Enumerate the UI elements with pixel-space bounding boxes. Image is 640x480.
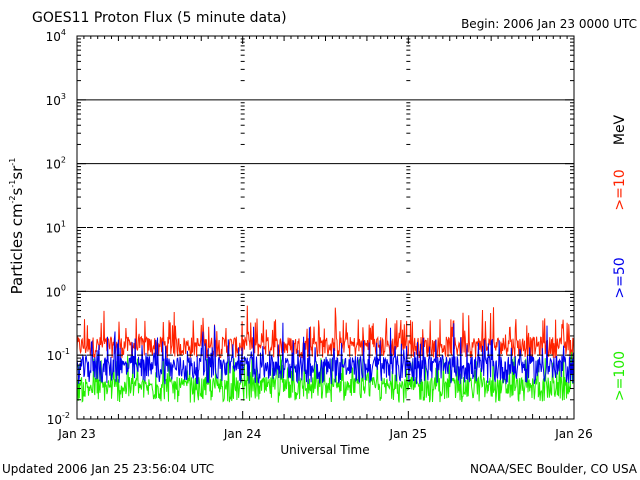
legend-ge50: >=50 [612,257,628,298]
y-axis-label: Particles cm-2s-1sr-1 [8,158,26,295]
y-tick-label: 103 [46,92,66,108]
x-tick-label: Jan 24 [223,427,262,441]
source-footer: NOAA/SEC Boulder, CO USA [470,462,638,476]
updated-footer: Updated 2006 Jan 25 23:56:04 UTC [2,462,214,476]
svg-text:>=100: >=100 [612,351,628,401]
y-tick-label: 10-2 [47,411,70,427]
legend-mev: MeV [612,114,628,145]
legend-ge10: >=10 [612,169,628,210]
y-tick-labels: 104 103 102 101 100 10-1 10-2 [46,28,574,427]
reference-lines [77,99,574,356]
y-tick-label: 100 [46,283,66,299]
legend-ge100: >=100 [612,351,628,401]
x-tick-label: Jan 23 [57,427,96,441]
y-tick-label: 102 [46,156,66,172]
svg-text:Particles cm-2s-1sr-1: Particles cm-2s-1sr-1 [8,158,26,295]
series-line [76,349,575,403]
series-line [76,322,575,385]
svg-text:>=50: >=50 [612,257,628,298]
svg-text:MeV: MeV [612,114,628,145]
y-tick-label: 10-1 [47,347,70,363]
series-layer [76,305,575,403]
x-tick-label: Jan 25 [389,427,428,441]
svg-text:>=10: >=10 [612,169,628,210]
x-tick-label: Jan 26 [554,427,593,441]
minor-tick-marks [77,38,574,401]
y-tick-label: 101 [46,220,66,236]
x-tick-labels: Jan 23 Jan 24 Jan 25 Jan 26 [57,427,593,441]
x-axis-label: Universal Time [280,443,369,457]
chart-title: GOES11 Proton Flux (5 minute data) [32,10,287,26]
y-tick-label: 104 [46,28,66,44]
begin-time-label: Begin: 2006 Jan 23 0000 UTC [461,17,637,31]
